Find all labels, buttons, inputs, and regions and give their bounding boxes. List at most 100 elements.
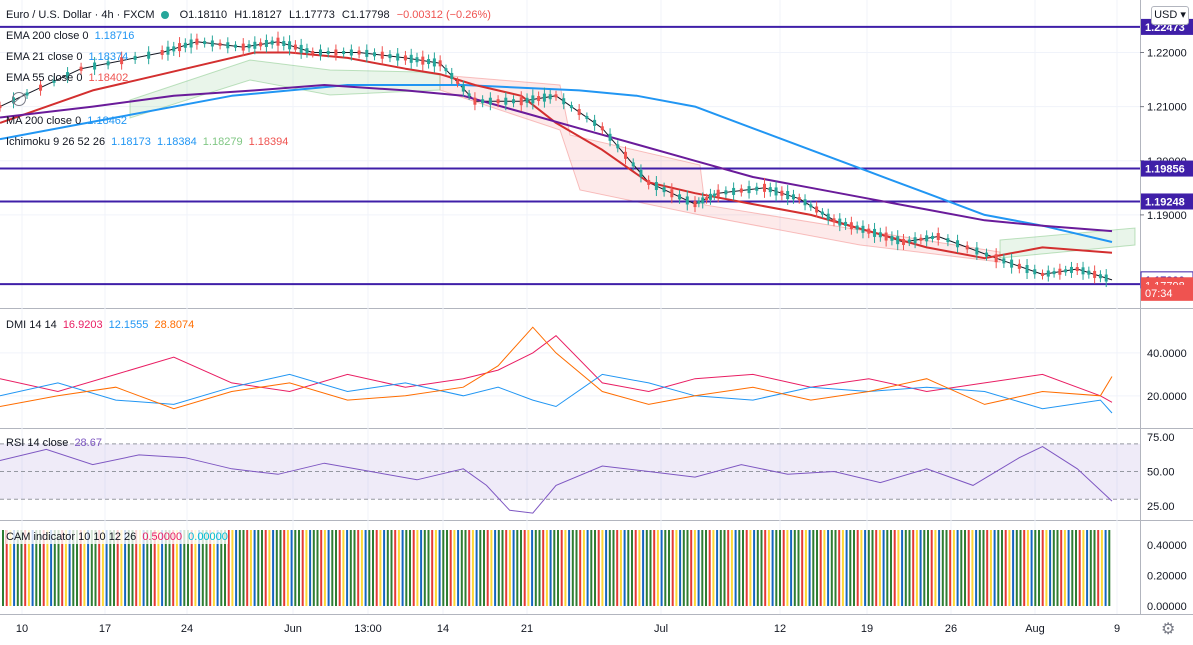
price-series-ema-55[interactable] — [0, 51, 1113, 260]
cam-bar — [346, 530, 349, 606]
cam-bar — [819, 530, 822, 606]
dmi-series-di[interactable] — [0, 335, 1113, 403]
candle-body — [25, 92, 29, 96]
candle-body — [203, 41, 207, 45]
legend-value: 1.18716 — [94, 30, 135, 42]
eye-hidden-icon[interactable] — [12, 92, 26, 107]
cam-bar — [168, 530, 171, 606]
cam-bar — [941, 530, 944, 606]
gear-icon[interactable]: ⚙ — [1161, 621, 1176, 638]
rsi-line[interactable] — [0, 446, 1113, 514]
price-series-ema-200[interactable] — [0, 84, 1113, 243]
cam-bar — [642, 530, 645, 606]
candle-body — [763, 183, 766, 192]
cam-bar — [231, 530, 234, 606]
cam-bar — [893, 530, 896, 606]
cam-bar — [930, 530, 933, 606]
dmi-tick-label: 40.0000 — [1147, 348, 1187, 360]
legend-rsi[interactable]: RSI 14 close 28.67 — [6, 436, 102, 450]
legend-dmi[interactable]: DMI 14 14 16.9203 12.1555 28.8074 — [6, 318, 194, 332]
candle-body — [786, 191, 790, 200]
legend-cam[interactable]: CAM indicator 10 10 12 26 0.50000 0.0000… — [6, 530, 228, 544]
cam-bar — [904, 530, 907, 606]
cam-bar — [986, 530, 989, 606]
currency-dropdown[interactable]: USD ▾ — [1151, 6, 1189, 25]
price-tag-label: 07:34 — [1145, 288, 1173, 300]
cam-bar — [1097, 530, 1100, 606]
cam-bar — [875, 530, 878, 606]
candle-body — [844, 221, 848, 226]
cam-bar — [209, 530, 212, 606]
cam-bar — [1019, 530, 1022, 606]
cam-bar — [323, 530, 326, 606]
dmi-series-adx[interactable] — [0, 326, 1113, 410]
cam-bar — [1049, 530, 1052, 606]
cam-bar — [94, 530, 97, 606]
high-value: H1.18127 — [234, 9, 282, 21]
cam-bar — [1093, 530, 1096, 606]
candle-body — [1025, 265, 1029, 274]
cam-bar — [50, 530, 53, 606]
legend-ichimoku[interactable]: Ichimoku 9 26 52 26 1.18173 1.18384 1.18… — [6, 135, 288, 149]
candle-body — [1069, 266, 1073, 273]
legend-value: 1.18384 — [156, 136, 197, 148]
cam-bar — [312, 530, 315, 606]
candle-body — [276, 37, 280, 46]
cam-bar — [919, 530, 922, 606]
x-tick-label: 24 — [181, 623, 193, 635]
cam-bar — [257, 530, 260, 606]
cam-bar — [87, 530, 90, 606]
cam-bar — [131, 530, 134, 606]
candle-body — [716, 189, 720, 197]
candle-body — [326, 51, 330, 55]
candle-body — [685, 196, 689, 205]
legend-ma200[interactable]: MA 200 close 0 1.18462 — [6, 114, 127, 128]
candle-body — [548, 94, 552, 100]
cam-bar — [871, 530, 874, 606]
candle-body — [678, 194, 682, 200]
cam-bar — [697, 530, 700, 606]
legend-label: CAM indicator 10 10 12 26 — [6, 531, 137, 543]
cam-bar — [975, 530, 978, 606]
x-tick-label: 12 — [774, 623, 786, 635]
cam-bar — [827, 530, 830, 606]
cam-bar — [150, 530, 152, 606]
candle-body — [218, 42, 222, 46]
cam-bar — [183, 530, 186, 606]
candle-body — [293, 44, 297, 50]
cam-bar — [316, 530, 319, 606]
x-tick-label: 26 — [945, 623, 957, 635]
legend-label: MA 200 close 0 — [6, 115, 82, 127]
x-tick-label: Aug — [1025, 623, 1045, 635]
legend-value: 0.00000 — [188, 531, 228, 543]
candle-body — [461, 85, 465, 92]
candle-body — [1041, 272, 1044, 276]
dmi-series-di[interactable] — [0, 373, 1113, 414]
cam-bar — [135, 530, 138, 606]
legend-visibility-toggle[interactable] — [6, 92, 26, 107]
rsi-tick-label: 75.00 — [1147, 432, 1175, 444]
candle-body — [380, 51, 384, 59]
cam-bar — [1082, 530, 1085, 606]
price-tag — [1141, 284, 1193, 301]
legend-ema21[interactable]: EMA 21 close 0 1.18374 — [6, 50, 128, 64]
cam-bar — [116, 530, 119, 606]
cam-bar — [575, 530, 578, 606]
cam-tick-label: 0.40000 — [1147, 540, 1187, 552]
cam-bar — [727, 530, 730, 606]
legend-value: 1.18173 — [111, 136, 151, 148]
candle-body — [569, 105, 573, 109]
symbol-title[interactable]: Euro / U.S. Dollar · 4h · FXCM — [6, 9, 155, 21]
cam-bar — [27, 530, 30, 606]
cam-bar — [808, 530, 811, 606]
price-series-ma-200[interactable] — [0, 84, 1113, 233]
candle-body — [608, 133, 612, 141]
legend-ema55[interactable]: EMA 55 close 0 1.18402 — [6, 71, 128, 85]
cam-bar — [290, 530, 293, 606]
legend-ema200[interactable]: EMA 200 close 0 1.18716 — [6, 29, 134, 43]
candle-body — [120, 57, 124, 65]
x-tick-label: 17 — [99, 623, 111, 635]
cam-bar — [298, 530, 300, 606]
